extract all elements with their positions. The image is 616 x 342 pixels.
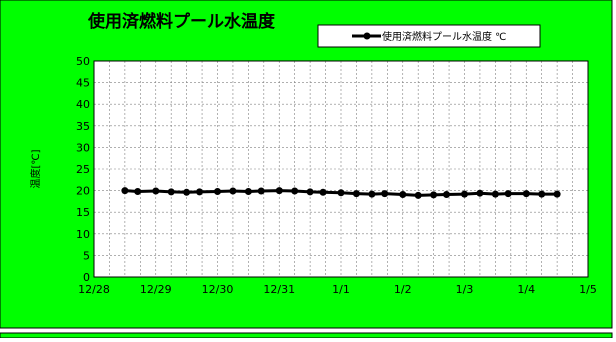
chart-title: 使用済燃料プール水温度 — [87, 11, 276, 32]
data-point — [491, 190, 499, 198]
x-tick-labels: 12/28 12/29 12/30 12/31 1/1 1/2 1/3 1/4 1/5 — [78, 283, 597, 296]
data-point — [553, 190, 561, 198]
data-point — [399, 191, 407, 198]
x-tick-label: 1/4 — [517, 283, 535, 296]
y-tick-label: 45 — [76, 77, 90, 90]
y-tick-label: 50 — [76, 55, 90, 68]
series-group — [121, 187, 561, 199]
x-tick-label: 12/29 — [140, 283, 172, 296]
data-point — [183, 188, 191, 196]
x-tick-label: 12/31 — [263, 283, 295, 296]
data-point — [476, 189, 484, 197]
y-tick-label: 25 — [76, 163, 90, 176]
y-tick-label: 10 — [76, 228, 90, 241]
x-tick-label: 1/1 — [332, 283, 350, 296]
data-point — [461, 190, 468, 198]
x-tick-label: 12/30 — [202, 283, 234, 296]
y-tick-labels: 0 5 10 15 20 25 30 35 40 45 50 — [76, 55, 90, 284]
data-point — [196, 188, 203, 196]
x-tick-label: 1/3 — [456, 283, 474, 296]
y-tick-label: 5 — [83, 249, 90, 262]
y-tick-label: 0 — [83, 271, 90, 284]
legend: 使用済燃料プール水温度 ℃ — [317, 24, 541, 48]
data-point — [121, 187, 129, 195]
data-point — [167, 188, 175, 196]
data-point — [152, 187, 160, 195]
data-point — [214, 188, 221, 195]
y-tick-label: 20 — [76, 185, 90, 198]
data-point — [306, 188, 314, 196]
data-point — [430, 191, 438, 199]
y-tick-label: 35 — [76, 120, 90, 133]
data-point — [244, 188, 252, 195]
legend-box — [317, 24, 541, 48]
x-tick-label: 1/2 — [394, 283, 412, 296]
data-point — [538, 190, 546, 198]
legend-entry-label: 使用済燃料プール水温度 ℃ — [382, 30, 506, 43]
legend-swatch-marker — [363, 32, 371, 40]
y-axis-label: 温度[℃] — [29, 149, 42, 188]
data-point — [381, 190, 389, 198]
data-point — [414, 191, 422, 199]
y-tick-label: 40 — [76, 98, 90, 111]
data-point — [504, 190, 512, 198]
y-tick-label: 30 — [76, 141, 90, 154]
x-tick-label: 1/5 — [579, 283, 597, 296]
data-point — [319, 188, 327, 196]
data-point — [275, 187, 283, 195]
data-point — [368, 190, 376, 198]
second-panel-background — [0, 332, 613, 339]
data-point — [291, 187, 299, 195]
grid — [94, 60, 588, 278]
x-tick-label: 12/28 — [78, 283, 110, 296]
plot-area-border — [93, 60, 589, 278]
data-point — [229, 187, 237, 195]
data-point — [352, 190, 360, 198]
data-point — [522, 190, 530, 198]
data-point — [337, 189, 345, 197]
y-tick-label: 15 — [76, 206, 90, 219]
data-point — [257, 187, 265, 195]
data-point — [134, 188, 142, 195]
data-point — [443, 191, 450, 198]
